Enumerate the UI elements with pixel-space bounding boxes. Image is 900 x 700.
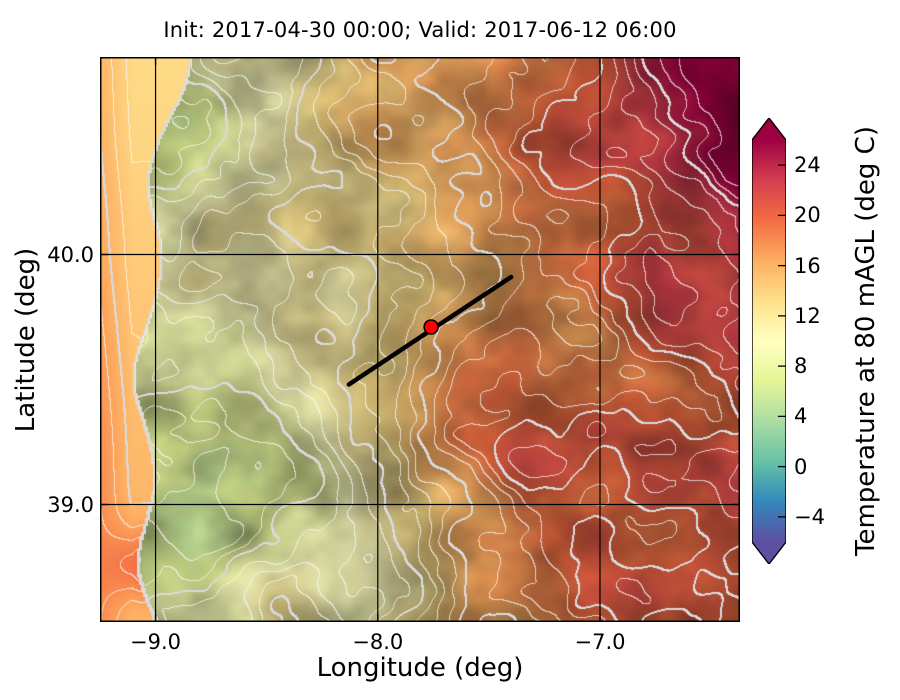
colorbar-tick-label: 16 [794, 253, 821, 278]
x-axis-label: Longitude (deg) [316, 653, 524, 683]
colorbar-tick-label: 12 [794, 303, 821, 328]
plot-title: Init: 2017-04-30 00:00; Valid: 2017-06-1… [163, 18, 677, 42]
x-tick-label: −9.0 [130, 630, 182, 654]
colorbar-extend-min [752, 542, 786, 564]
colorbar-tick-label: 24 [794, 153, 821, 178]
x-tick-label: −7.0 [574, 630, 626, 654]
colorbar-label: Temperature at 80 mAGL (deg C) [851, 126, 881, 556]
y-tick-label: 39.0 [47, 492, 94, 517]
y-tick-label: 40.0 [47, 242, 94, 267]
x-tick-label: −8.0 [352, 630, 404, 654]
colorbar-gradient [751, 116, 787, 566]
colorbar-tick-label: 4 [794, 404, 808, 429]
station-marker [423, 319, 439, 335]
colorbar-extend-max [752, 118, 786, 140]
colorbar-tick-label: −4 [794, 504, 825, 529]
colorbar-tick-label: 8 [794, 354, 808, 379]
colorbar-tick-label: 0 [794, 454, 808, 479]
colorbar-tick-label: 20 [794, 203, 821, 228]
map-plot [100, 57, 740, 622]
y-axis-label: Latitude (deg) [11, 247, 41, 433]
colorbar [751, 116, 787, 566]
plot-border [100, 57, 740, 622]
colorbar-bar [752, 140, 786, 542]
plot-overlay [100, 57, 740, 622]
